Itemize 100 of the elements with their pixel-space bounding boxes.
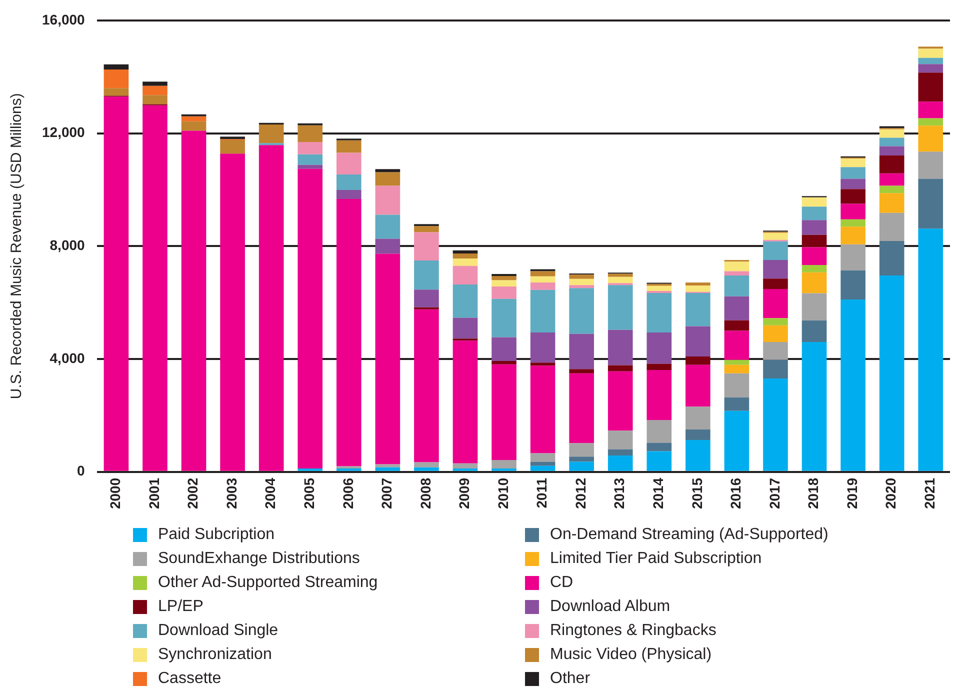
bar	[763, 378, 788, 471]
bar	[492, 337, 516, 361]
bar	[375, 214, 400, 239]
bar	[142, 82, 168, 86]
bar	[918, 178, 944, 229]
bar	[879, 146, 904, 156]
bar	[686, 406, 710, 430]
bar	[530, 462, 556, 466]
bar	[569, 288, 594, 334]
bar	[336, 468, 362, 471]
x-tick-label: 2006	[340, 478, 356, 510]
bar	[840, 244, 866, 270]
x-tick-label: 2009	[456, 478, 472, 510]
bar	[724, 275, 750, 296]
bar	[569, 278, 594, 286]
y-tick-label: 8,000	[50, 236, 86, 253]
bar	[220, 154, 245, 471]
bar	[336, 190, 362, 200]
bar	[336, 199, 362, 466]
bar	[298, 168, 323, 468]
x-tick-label: 2002	[184, 478, 201, 510]
x-tick-label: 2008	[417, 478, 434, 510]
y-tick-label: 0	[77, 462, 86, 479]
bar	[530, 276, 556, 283]
bar	[492, 298, 516, 338]
bar	[530, 282, 556, 290]
x-tick-label: 2011	[534, 478, 550, 508]
bar	[492, 460, 516, 468]
y-tick-label: 16,000	[42, 11, 86, 28]
bar	[530, 271, 556, 276]
x-tick-label: 2013	[611, 478, 628, 510]
x-tick-label: 2007	[378, 478, 395, 510]
bar	[104, 88, 129, 96]
bar	[802, 272, 827, 294]
bar	[375, 172, 400, 186]
legend-label: Limited Tier Paid Subscription	[550, 550, 762, 568]
bar	[879, 193, 904, 213]
bar	[414, 260, 439, 290]
bar	[763, 318, 788, 326]
bar	[414, 462, 439, 468]
bar	[104, 96, 129, 471]
bar	[724, 330, 750, 360]
legend-label: Music Video (Physical)	[550, 646, 712, 664]
bar	[452, 253, 478, 259]
bar	[918, 72, 944, 102]
bar	[686, 440, 710, 471]
x-tick-label: 2004	[262, 478, 278, 510]
x-tick-label: 2016	[728, 478, 744, 510]
x-tick-label: 2015	[688, 478, 705, 510]
legend-label: Other	[550, 670, 590, 688]
bar	[569, 462, 594, 471]
legend-label: Cassette	[158, 670, 222, 688]
bar	[763, 278, 788, 290]
bar	[181, 130, 206, 471]
bar	[724, 320, 750, 331]
bar	[646, 364, 672, 370]
bar	[646, 420, 672, 443]
bar	[530, 290, 556, 332]
legend-label: Download Single	[158, 622, 278, 640]
bar	[375, 238, 400, 254]
bar	[802, 234, 827, 248]
bar	[569, 443, 594, 457]
bar	[724, 410, 750, 471]
bar	[646, 332, 672, 364]
bar	[724, 397, 750, 411]
bar	[530, 366, 556, 454]
bar	[414, 226, 439, 232]
bar	[879, 186, 904, 194]
bar	[452, 258, 478, 266]
bar	[763, 325, 788, 342]
bar	[724, 262, 750, 272]
bar	[763, 342, 788, 360]
x-tick-label: 2003	[223, 478, 240, 510]
x-tick-label: 2020	[882, 478, 899, 510]
y-axis-title: U.S. Recorded Music Revenue (USD Millions)	[8, 93, 26, 400]
bar	[492, 276, 516, 280]
bar	[608, 430, 633, 450]
x-tick-label: 2001	[146, 478, 162, 510]
legend-label: Download Album	[550, 598, 670, 616]
bar	[646, 292, 672, 332]
bar	[569, 334, 594, 370]
bar	[608, 365, 633, 372]
bar	[492, 360, 516, 364]
bar	[686, 430, 710, 440]
bar	[608, 330, 633, 366]
bar	[298, 125, 323, 142]
bar	[181, 121, 206, 131]
bar	[530, 362, 556, 366]
bar	[336, 174, 362, 190]
bar	[763, 360, 788, 378]
bar	[763, 241, 788, 260]
legend-label: CD	[550, 574, 574, 592]
bar	[220, 140, 245, 154]
bar	[802, 293, 827, 320]
bar	[724, 360, 750, 365]
bar	[608, 285, 633, 330]
x-tick-label: 2018	[805, 478, 822, 510]
bar	[336, 140, 362, 153]
bar	[802, 265, 827, 272]
x-tick-label: 2005	[300, 478, 317, 510]
